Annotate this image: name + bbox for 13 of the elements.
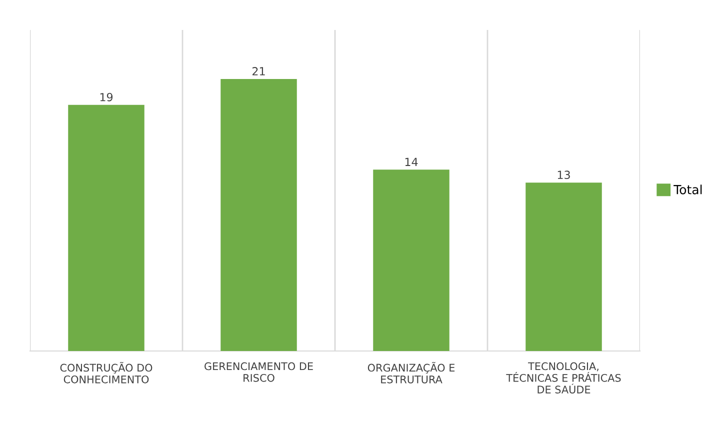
bar <box>220 78 297 351</box>
data-label: 13 <box>558 170 570 180</box>
data-label: 14 <box>405 158 418 166</box>
bar <box>373 170 450 351</box>
x-tick-label: CONSTRUÇÃO DO CONHECIMENTO <box>60 362 152 384</box>
x-tick-label: ORGANIZAÇÃO E ESTRUTURA <box>368 362 455 384</box>
bar <box>526 182 602 351</box>
legend-label: Total <box>674 184 702 194</box>
bar <box>68 104 144 351</box>
x-tick-label: GERENCIAMENTO DE RISCO <box>204 362 313 382</box>
data-label: 21 <box>252 67 265 76</box>
data-label: 19 <box>100 92 113 102</box>
x-tick-label: TECNOLOGIA, TÉCNICAS E PRÁTICAS DE SAÚDE <box>506 362 621 394</box>
